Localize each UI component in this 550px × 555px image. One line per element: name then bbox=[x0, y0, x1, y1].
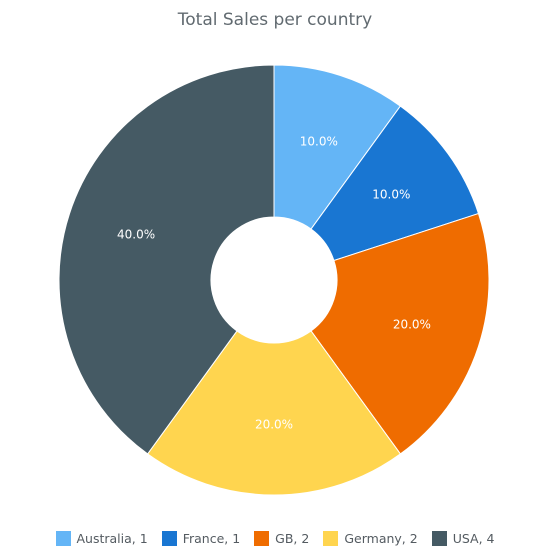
slice-australia[interactable] bbox=[273, 64, 402, 230]
slice-label-germany: 20.0% bbox=[255, 418, 293, 432]
chart-legend: Australia, 1 France, 1 GB, 2 Germany, 2 USA,… bbox=[0, 528, 550, 548]
slice-germany[interactable] bbox=[146, 330, 402, 496]
legend-label: GB, 2 bbox=[275, 530, 310, 546]
slice-france[interactable] bbox=[310, 105, 480, 262]
legend-item-gb[interactable]: GB, 2 bbox=[254, 530, 310, 546]
legend-item-australia[interactable]: Australia, 1 bbox=[55, 530, 148, 546]
legend-swatch bbox=[254, 530, 270, 546]
legend-swatch bbox=[55, 530, 71, 546]
legend-swatch bbox=[323, 530, 339, 546]
legend-label: Germany, 2 bbox=[344, 530, 418, 546]
legend-swatch bbox=[161, 530, 177, 546]
legend-swatch bbox=[431, 530, 447, 546]
slice-label-usa: 40.0% bbox=[117, 228, 155, 242]
slice-label-gb: 20.0% bbox=[393, 317, 431, 331]
legend-label: Australia, 1 bbox=[76, 530, 148, 546]
donut-chart: 10.0% 10.0% 20.0% 20.0% 40.0% bbox=[58, 64, 490, 496]
chart-title: Total Sales per country bbox=[177, 10, 373, 30]
legend-item-usa[interactable]: USA, 4 bbox=[431, 530, 495, 546]
legend-label: France, 1 bbox=[182, 530, 241, 546]
slice-label-france: 10.0% bbox=[372, 187, 410, 201]
legend-item-france[interactable]: France, 1 bbox=[161, 530, 241, 546]
legend-item-germany[interactable]: Germany, 2 bbox=[323, 530, 418, 546]
slice-label-australia: 10.0% bbox=[300, 135, 338, 149]
slice-usa[interactable] bbox=[58, 64, 275, 455]
legend-label: USA, 4 bbox=[452, 530, 495, 546]
slice-gb[interactable] bbox=[310, 212, 490, 455]
